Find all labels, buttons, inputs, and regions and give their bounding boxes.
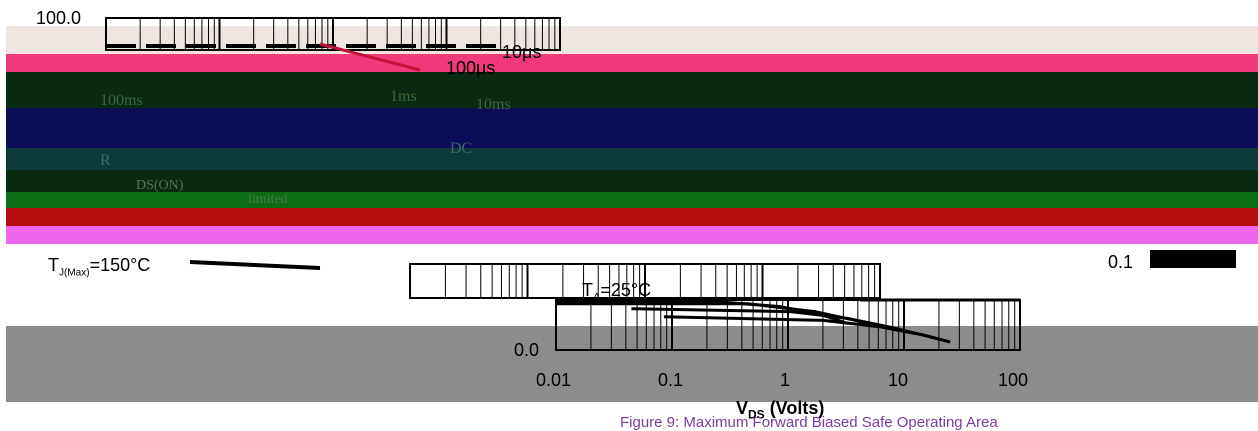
annotation-dc: DC	[450, 140, 473, 157]
y-tick-label-mid: 0.1	[1108, 252, 1134, 272]
corruption-black-block	[1150, 250, 1236, 268]
y-tick-label-bottom: 0.0	[514, 340, 540, 360]
annotation-10ms: 10ms	[476, 96, 511, 113]
band-pink	[6, 54, 1258, 72]
band-dark-green	[6, 72, 1258, 108]
annotation-ta-value: =25°C	[600, 280, 652, 300]
band-dark-green-2	[6, 170, 1258, 192]
annotation-rds-sub: DS(ON)	[136, 178, 184, 193]
x-tick-label-1: 0.1	[658, 370, 684, 390]
y-tick-label-top: 100.0	[36, 8, 82, 28]
annotation-tj-sub: J(Max)	[59, 267, 90, 279]
annotation-tj-symbol: T	[48, 255, 59, 275]
annotation-100ms: 100ms	[100, 92, 143, 109]
band-magenta	[6, 226, 1258, 244]
series-line-3	[663, 315, 951, 344]
annotation-ta-symbol: T	[582, 280, 593, 300]
x-tick-label-4: 100	[998, 370, 1029, 390]
x-tick-label-3: 10	[888, 370, 909, 390]
band-gray	[6, 326, 1258, 402]
figure-caption: Figure 9: Maximum Forward Biased Safe Op…	[620, 414, 998, 431]
annotation-tj-max: TJ(Max)=150°C	[48, 255, 150, 279]
band-red	[6, 208, 1258, 226]
annotation-100us: 100μs	[446, 58, 496, 78]
annotation-ta: TA=25°C	[582, 280, 651, 304]
annotation-rds-limited: limited	[248, 192, 288, 207]
soa-diagonal-line	[319, 42, 421, 72]
x-tick-label-0: 0.01	[536, 370, 572, 390]
x-axis-label-sub: DS	[748, 407, 765, 422]
x-axis-label-units: (Volts)	[764, 398, 825, 418]
band-green	[6, 192, 1258, 208]
grid-mid-fragment	[409, 263, 881, 299]
annotation-rds-r: R	[100, 152, 111, 169]
x-axis-label-main: V	[736, 398, 749, 418]
band-teal	[6, 148, 1258, 170]
x-axis-label: VDS (Volts)	[736, 398, 824, 422]
annotation-1ms: 1ms	[390, 88, 417, 105]
soa-mid-line	[189, 260, 321, 270]
x-tick-label-2: 1	[780, 370, 791, 390]
series-layer	[106, 42, 1020, 344]
annotation-10us: 10μs	[502, 42, 542, 62]
band-navy	[6, 108, 1258, 148]
annotation-tj-value: =150°C	[89, 255, 151, 275]
annotation-ta-sub: A	[593, 291, 601, 304]
